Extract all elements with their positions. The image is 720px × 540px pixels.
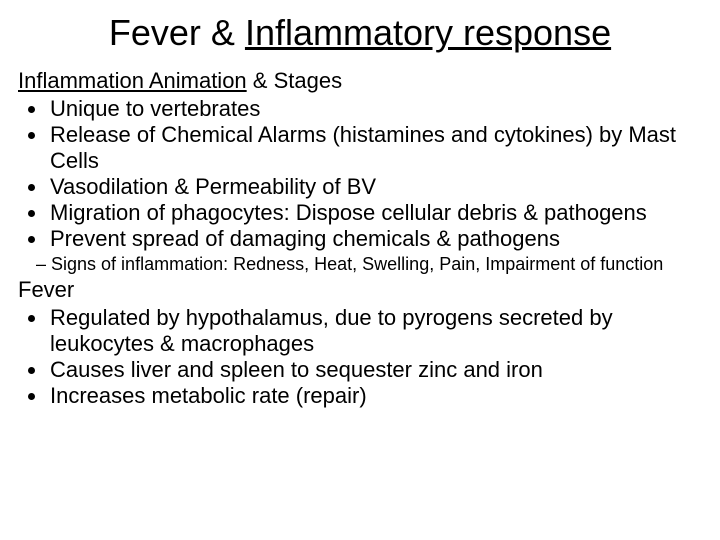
section-inflammation-header: Inflammation Animation & Stages xyxy=(18,68,702,94)
inflammation-animation-link[interactable]: Inflammation Animation xyxy=(18,68,247,93)
list-item: Release of Chemical Alarms (histamines a… xyxy=(48,122,702,174)
section-fever-header: Fever xyxy=(18,277,702,303)
slide: Fever & Inflammatory response Inflammati… xyxy=(0,0,720,419)
slide-title: Fever & Inflammatory response xyxy=(18,12,702,54)
section1-rest: & Stages xyxy=(247,68,342,93)
inflammation-sub-bullets: Signs of inflammation: Redness, Heat, Sw… xyxy=(36,254,702,275)
list-item: Regulated by hypothalamus, due to pyroge… xyxy=(48,305,702,357)
fever-bullets: Regulated by hypothalamus, due to pyroge… xyxy=(48,305,702,409)
list-item: Migration of phagocytes: Dispose cellula… xyxy=(48,200,702,226)
inflammation-bullets: Unique to vertebrates Release of Chemica… xyxy=(48,96,702,252)
list-item: Unique to vertebrates xyxy=(48,96,702,122)
list-item: Increases metabolic rate (repair) xyxy=(48,383,702,409)
list-item: Vasodilation & Permeability of BV xyxy=(48,174,702,200)
title-underlined: Inflammatory response xyxy=(245,12,611,53)
list-item: Causes liver and spleen to sequester zin… xyxy=(48,357,702,383)
title-prefix: Fever & xyxy=(109,12,245,53)
list-item: Signs of inflammation: Redness, Heat, Sw… xyxy=(36,254,702,275)
list-item: Prevent spread of damaging chemicals & p… xyxy=(48,226,702,252)
